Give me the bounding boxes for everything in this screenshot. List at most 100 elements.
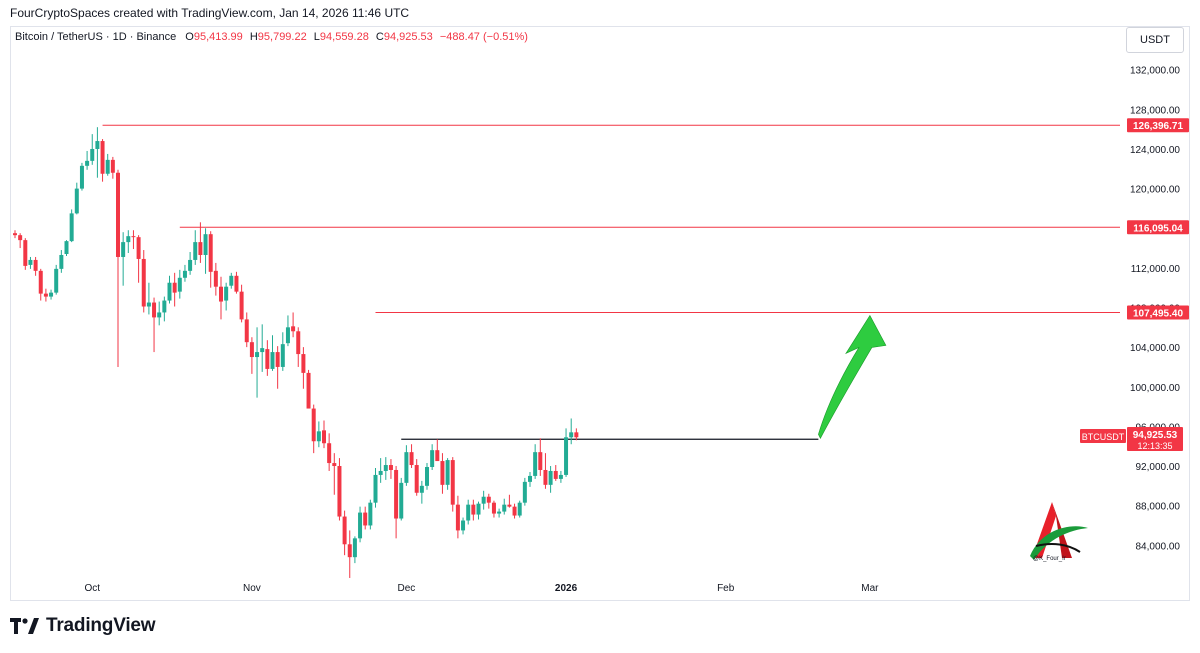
candle-body (85, 160, 90, 166)
candle-body (188, 259, 193, 271)
bullish-candle (177, 269, 182, 299)
bullish-candle (54, 264, 59, 295)
candle-body (59, 254, 64, 269)
bullish-candle (28, 256, 33, 269)
candle-body (378, 470, 383, 475)
bullish-candle (260, 324, 265, 372)
bullish-candle (368, 499, 373, 530)
bearish-candle (33, 256, 38, 276)
candle-body (471, 504, 476, 515)
candle-body (296, 331, 301, 355)
bearish-candle (322, 420, 326, 449)
chart-pane[interactable] (10, 26, 1190, 601)
candle-body (512, 506, 517, 516)
candle-body (13, 233, 17, 236)
bearish-candle (13, 230, 17, 239)
bullish-candle (79, 162, 84, 191)
bullish-candle (383, 457, 388, 480)
bullish-candle (502, 498, 507, 515)
bullish-candle (146, 282, 151, 315)
low-label: L (313, 31, 320, 43)
open-value: 95,413.99 (193, 31, 243, 43)
symbol-badge (1080, 429, 1126, 444)
bearish-candle (327, 433, 332, 471)
candle-body (100, 141, 105, 174)
candle-body (172, 282, 177, 293)
bearish-candle (337, 458, 342, 521)
bearish-candle (440, 453, 445, 494)
bearish-candle (136, 235, 141, 283)
bearish-candle (291, 312, 296, 338)
bearish-candle (38, 268, 43, 301)
open-label: O (185, 31, 194, 43)
symbol-description[interactable]: Bitcoin / TetherUS · 1D · Binance (15, 31, 177, 43)
projection-arrow-layer (818, 314, 887, 439)
candle-body (198, 242, 203, 255)
candle-body (409, 452, 414, 466)
candle-body (224, 286, 229, 301)
bearish-candle (172, 272, 177, 307)
bullish-candle (90, 134, 95, 165)
candle-body (110, 159, 115, 173)
bullish-candle (522, 477, 527, 506)
bearish-candle (244, 312, 249, 348)
bearish-candle (110, 156, 115, 179)
time-axis: Oct Nov Dec 2026 Feb Mar (84, 583, 879, 594)
bullish-candle (399, 477, 404, 521)
candle-body (239, 291, 244, 320)
bullish-candle (85, 150, 90, 170)
candle-body (306, 372, 311, 409)
bullish-candle (270, 335, 275, 371)
level-lines-layer (102, 124, 1120, 440)
bullish-candle (182, 264, 187, 282)
candle-body (425, 467, 429, 486)
candle-body (105, 159, 110, 174)
candle-body (435, 450, 440, 462)
tradingview-logo[interactable]: TradingView (10, 615, 156, 637)
candle-body (234, 275, 239, 292)
bullish-candle (285, 315, 290, 347)
bullish-candle (316, 421, 321, 448)
currency-selector[interactable]: USDT (1126, 27, 1184, 53)
bullish-candle (445, 458, 450, 490)
candle-body (399, 482, 404, 519)
candle-body (311, 408, 316, 442)
candle-body (28, 259, 33, 265)
level-price-label: 126,396.71 (1127, 118, 1189, 133)
candle-body (517, 502, 522, 516)
candle-body (43, 293, 48, 297)
candle-body (574, 432, 579, 438)
bearish-candle (553, 465, 558, 481)
candle-body (219, 286, 223, 302)
candle-body (538, 452, 543, 470)
candle-body (419, 485, 424, 493)
candle-body (352, 538, 357, 558)
candle-body (182, 270, 187, 278)
candle-body (486, 496, 491, 503)
bullish-candle (69, 209, 74, 243)
bullish-candle (255, 327, 260, 398)
bullish-candle (157, 301, 162, 326)
candle-body (23, 240, 28, 266)
candle-body (265, 349, 270, 369)
time-tick-label: Dec (398, 583, 416, 594)
bearish-candle (388, 459, 393, 479)
level-price-label: 107,495.40 (1127, 305, 1189, 320)
change-value: −488.47 (−0.51%) (439, 31, 528, 43)
bullish-candle (49, 289, 54, 300)
bullish-candle (229, 272, 234, 289)
price-tick-label: 124,000.00 (1130, 145, 1180, 156)
candle-body (322, 430, 326, 444)
close-value: 94,925.53 (383, 31, 433, 43)
candle-body (18, 235, 23, 241)
bearish-candle (332, 453, 337, 495)
candle-body (528, 475, 532, 482)
candle-body (368, 502, 373, 526)
candle-body (33, 259, 38, 271)
bearish-candle (152, 297, 157, 353)
bullish-candle (162, 296, 167, 322)
high-label: H (249, 31, 258, 43)
bearish-candle (249, 337, 254, 374)
candle-body (69, 213, 74, 242)
bullish-candle (497, 508, 502, 518)
